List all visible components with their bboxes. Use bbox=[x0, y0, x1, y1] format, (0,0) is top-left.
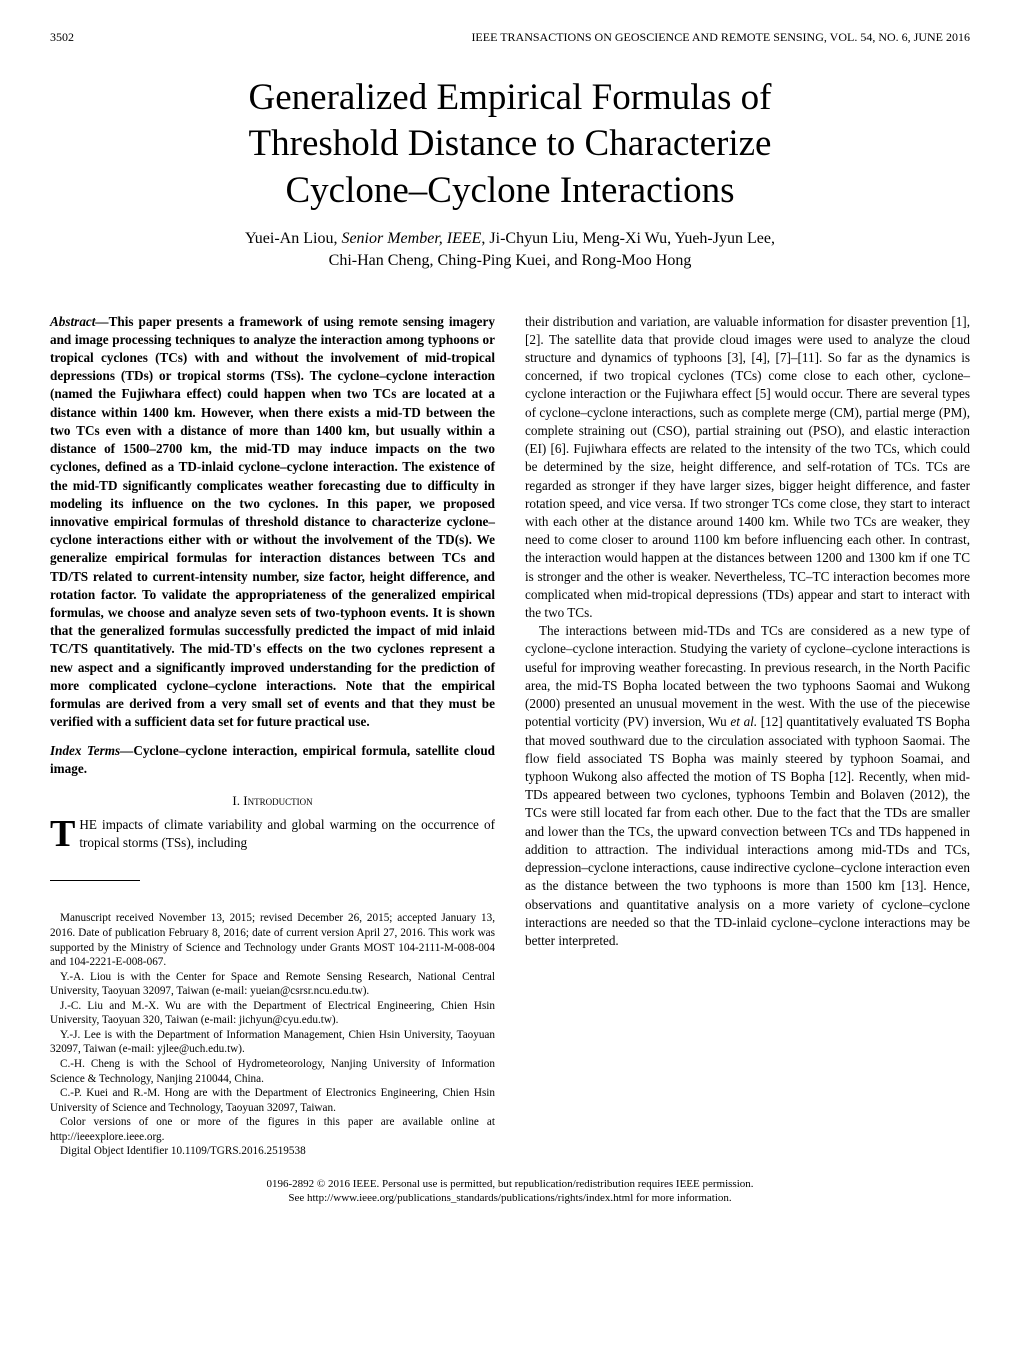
title-line-2: Threshold Distance to Characterize bbox=[249, 123, 772, 164]
page-number: 3502 bbox=[50, 30, 74, 45]
senior-member: Senior Member, IEEE bbox=[341, 230, 481, 247]
abstract: Abstract—This paper presents a framework… bbox=[50, 313, 495, 732]
right-column: their distribution and variation, are va… bbox=[525, 313, 970, 1159]
author-line-1-post: , Ji-Chyun Liu, Meng-Xi Wu, Yueh-Jyun Le… bbox=[481, 230, 775, 247]
manuscript-info: Manuscript received November 13, 2015; r… bbox=[50, 911, 495, 1159]
dropcap: T bbox=[50, 816, 79, 849]
etal: et al. bbox=[730, 714, 757, 729]
p2-post: [12] quantitatively evaluated TS Bopha t… bbox=[525, 714, 970, 948]
left-column: Abstract—This paper presents a framework… bbox=[50, 313, 495, 1159]
color-versions-note: Color versions of one or more of the fig… bbox=[50, 1115, 495, 1144]
author-line-2: Chi-Han Cheng, Ching-Ping Kuei, and Rong… bbox=[329, 252, 692, 269]
journal-info: IEEE TRANSACTIONS ON GEOSCIENCE AND REMO… bbox=[471, 30, 970, 45]
copyright-line-2: See http://www.ieee.org/publications_sta… bbox=[288, 1192, 731, 1204]
abstract-text: This paper presents a framework of using… bbox=[50, 314, 495, 730]
body-paragraph-1: their distribution and variation, are va… bbox=[525, 313, 970, 623]
author-affiliation-3: Y.-J. Lee is with the Department of Info… bbox=[50, 1028, 495, 1057]
copyright-line-1: 0196-2892 © 2016 IEEE. Personal use is p… bbox=[266, 1178, 753, 1190]
doi: Digital Object Identifier 10.1109/TGRS.2… bbox=[50, 1144, 495, 1159]
author-affiliation-2: J.-C. Liu and M.-X. Wu are with the Depa… bbox=[50, 999, 495, 1028]
running-header: 3502 IEEE TRANSACTIONS ON GEOSCIENCE AND… bbox=[50, 30, 970, 45]
author-affiliation-1: Y.-A. Liou is with the Center for Space … bbox=[50, 970, 495, 999]
intro-first-text: HE impacts of climate variability and gl… bbox=[79, 817, 495, 850]
title-line-1: Generalized Empirical Formulas of bbox=[249, 77, 772, 118]
body-paragraph-2: The interactions between mid-TDs and TCs… bbox=[525, 622, 970, 950]
footnote-separator bbox=[50, 880, 140, 881]
index-terms: Index Terms—Cyclone–cyclone interaction,… bbox=[50, 742, 495, 778]
author-line-1-pre: Yuei-An Liou, bbox=[245, 230, 341, 247]
author-affiliation-4: C.-H. Cheng is with the School of Hydrom… bbox=[50, 1057, 495, 1086]
title-line-3: Cyclone–Cyclone Interactions bbox=[285, 170, 734, 211]
two-column-layout: Abstract—This paper presents a framework… bbox=[50, 313, 970, 1159]
index-terms-label: Index Terms— bbox=[50, 743, 133, 758]
paper-title: Generalized Empirical Formulas of Thresh… bbox=[50, 75, 970, 214]
abstract-label: Abstract— bbox=[50, 314, 109, 329]
intro-paragraph: THE impacts of climate variability and g… bbox=[50, 816, 495, 852]
copyright-footer: 0196-2892 © 2016 IEEE. Personal use is p… bbox=[50, 1177, 970, 1206]
manuscript-received: Manuscript received November 13, 2015; r… bbox=[50, 911, 495, 969]
authors-block: Yuei-An Liou, Senior Member, IEEE, Ji-Ch… bbox=[50, 228, 970, 273]
author-affiliation-5: C.-P. Kuei and R.-M. Hong are with the D… bbox=[50, 1086, 495, 1115]
section-heading-intro: I. Introduction bbox=[50, 792, 495, 810]
